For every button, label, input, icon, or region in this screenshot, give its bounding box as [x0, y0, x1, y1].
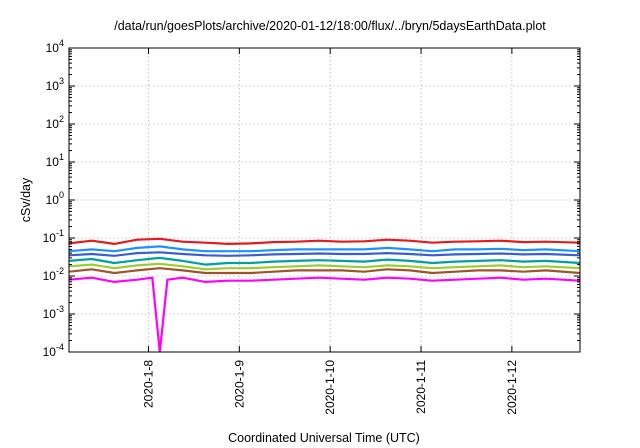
y-tick-base: 10 [43, 307, 57, 321]
y-tick-label: 10-2 [43, 266, 64, 283]
y-tick-exponent: -1 [56, 228, 64, 238]
series-line-2 [69, 245, 580, 253]
y-tick-label: 10-4 [43, 342, 64, 359]
series-line-7 [69, 276, 580, 352]
x-axis-label: Coordinated Universal Time (UTC) [228, 431, 420, 445]
y-tick-label: 10-1 [43, 228, 64, 245]
y-tick-base: 10 [43, 269, 57, 283]
y-tick-base: 10 [46, 79, 60, 93]
y-tick-label: 103 [46, 76, 64, 93]
y-tick-exponent: 0 [59, 190, 64, 200]
y-tick-label: 104 [46, 38, 64, 55]
y-tick-base: 10 [43, 231, 57, 245]
y-tick-exponent: -3 [56, 304, 64, 314]
y-tick-base: 10 [46, 117, 60, 131]
x-tick-label: 2020-1-10 [323, 360, 337, 415]
grid [69, 47, 580, 353]
series-line-4 [69, 256, 580, 266]
y-tick-label: 101 [46, 152, 64, 169]
y-tick-exponent: 3 [59, 76, 64, 86]
y-tick-exponent: -4 [56, 342, 64, 352]
chart-title: /data/run/goesPlots/archive/2020-01-12/1… [114, 19, 546, 33]
series-line-5 [69, 262, 580, 271]
x-tick-label: 2020-1-8 [141, 360, 155, 408]
y-tick-exponent: -2 [56, 266, 64, 276]
x-tick-label: 2020-1-12 [505, 360, 519, 415]
y-tick-base: 10 [46, 155, 60, 169]
x-tick-label: 2020-1-11 [414, 360, 428, 414]
y-tick-label: 102 [46, 114, 64, 131]
series-line-6 [69, 267, 580, 275]
y-tick-base: 10 [43, 345, 57, 359]
series-group [69, 237, 580, 352]
y-tick-base: 10 [46, 193, 60, 207]
ticks [69, 47, 580, 353]
y-tick-base: 10 [46, 41, 60, 55]
series-line-1 [69, 237, 580, 245]
y-tick-exponent: 1 [59, 152, 64, 162]
series-line-3 [69, 251, 580, 257]
x-tick-labels: 2020-1-8 2020-1-9 2020-1-10 2020-1-11 2020-1… [141, 360, 518, 415]
x-tick-label: 2020-1-9 [232, 360, 246, 408]
y-tick-exponent: 2 [59, 114, 64, 124]
y-tick-label: 10-3 [43, 304, 64, 321]
y-tick-label: 100 [46, 190, 64, 207]
y-tick-exponent: 4 [59, 38, 64, 48]
y-axis-label: cSv/day [19, 177, 33, 222]
